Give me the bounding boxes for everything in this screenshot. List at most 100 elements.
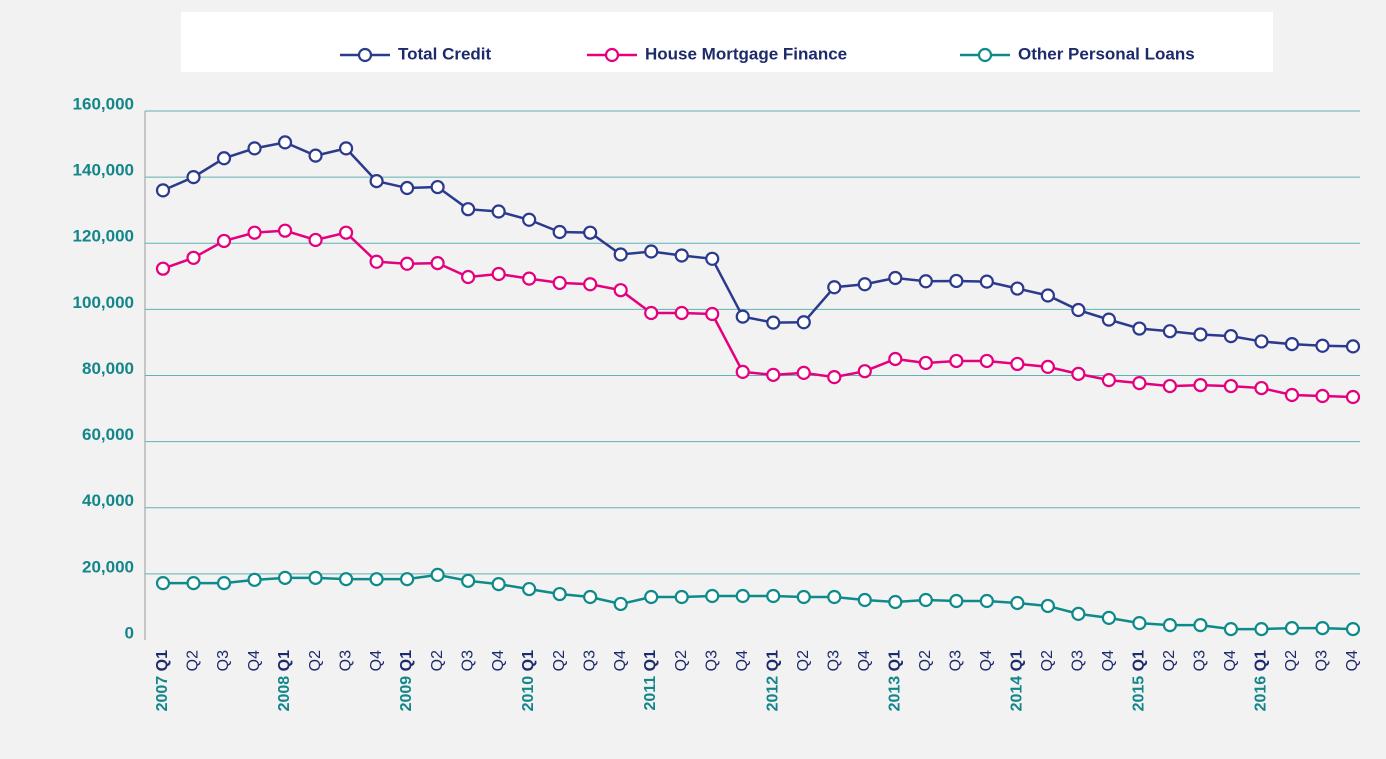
- series-line: [163, 573, 1354, 631]
- year-label: 2016: [1253, 671, 1270, 711]
- data-point: [1101, 312, 1116, 327]
- data-point: [186, 170, 201, 185]
- x-tick-label: Q2: [551, 650, 568, 671]
- year-label: 2011: [642, 671, 659, 710]
- data-point: [644, 305, 659, 321]
- x-tick-label: Q3: [1192, 650, 1209, 671]
- data-point: [338, 141, 354, 156]
- y-tick-label: 20,000: [82, 557, 134, 576]
- data-point: [827, 280, 842, 295]
- x-tick-label: Q2: [1283, 650, 1300, 671]
- y-tick-label: 100,000: [73, 293, 134, 312]
- x-tick-label: Q4: [490, 650, 507, 671]
- legend-label: Total Credit: [398, 44, 492, 63]
- data-point: [186, 576, 201, 591]
- data-point: [1071, 366, 1086, 381]
- data-point: [277, 223, 293, 238]
- data-point: [827, 589, 842, 605]
- quarter-label: Q1: [764, 650, 781, 671]
- x-tick-label: 2007 Q1: [154, 650, 171, 711]
- data-point: [583, 277, 598, 292]
- data-point: [1101, 373, 1116, 388]
- data-point: [247, 572, 262, 587]
- data-point: [1040, 598, 1055, 614]
- x-tick-label: Q2: [917, 650, 934, 671]
- data-point: [979, 353, 994, 369]
- data-point: [1101, 610, 1116, 625]
- x-tick-label: Q2: [1039, 650, 1056, 671]
- data-point: [735, 588, 750, 604]
- data-point: [644, 589, 659, 605]
- y-tick-label: 140,000: [73, 161, 134, 180]
- legend-box: [181, 12, 1273, 72]
- x-tick-label: Q3: [1070, 650, 1087, 671]
- y-tick-label: 160,000: [73, 94, 134, 113]
- data-point: [1254, 380, 1269, 396]
- data-point: [979, 593, 994, 609]
- data-point: [491, 577, 506, 592]
- data-point: [1315, 388, 1330, 404]
- x-tick-label: 2012 Q1: [764, 650, 781, 711]
- data-point: [766, 315, 781, 330]
- data-point: [216, 151, 232, 166]
- data-point: [186, 250, 201, 265]
- year-label: 2015: [1131, 671, 1148, 711]
- data-point: [155, 183, 171, 198]
- data-point: [857, 592, 872, 608]
- x-tick-label: Q3: [826, 650, 843, 671]
- data-point: [552, 586, 567, 602]
- x-tick-label: 2009 Q1: [398, 650, 415, 711]
- data-point: [247, 141, 262, 156]
- data-point: [1284, 387, 1300, 403]
- data-point: [949, 273, 964, 289]
- data-point: [1193, 377, 1208, 393]
- data-point: [461, 269, 476, 285]
- data-point: [522, 581, 537, 597]
- data-point: [766, 588, 781, 604]
- year-label: 2013: [887, 671, 904, 711]
- data-point: [1345, 389, 1361, 405]
- data-point: [491, 204, 506, 219]
- x-tick-label: Q4: [1100, 650, 1117, 671]
- data-point: [1040, 288, 1055, 303]
- data-point: [247, 225, 262, 240]
- data-point: [583, 225, 598, 240]
- data-point: [369, 572, 384, 587]
- year-label: 2010: [520, 671, 537, 711]
- y-tick-label: 40,000: [82, 491, 134, 510]
- data-point: [400, 256, 415, 271]
- data-point: [735, 364, 750, 379]
- data-point: [1162, 618, 1178, 633]
- x-tick-label: 2016 Q1: [1253, 650, 1270, 711]
- x-tick-label: Q2: [795, 650, 812, 671]
- quarter-label: Q1: [1253, 650, 1270, 671]
- year-label: 2012: [764, 671, 781, 711]
- x-tick-label: Q2: [307, 650, 324, 671]
- data-point: [918, 592, 933, 608]
- data-point: [461, 202, 476, 217]
- year-label: 2007: [154, 671, 171, 711]
- y-tick-label: 80,000: [82, 359, 134, 378]
- data-point: [1284, 336, 1300, 352]
- data-point: [1284, 620, 1300, 636]
- data-point: [1223, 621, 1239, 637]
- series-line: [162, 229, 1354, 399]
- x-tick-label: Q3: [459, 650, 476, 671]
- legend-label: Other Personal Loans: [1018, 44, 1195, 63]
- data-point: [430, 255, 445, 271]
- x-tick-label: Q4: [1222, 650, 1239, 671]
- data-point: [1071, 302, 1086, 318]
- x-tick-label: Q3: [703, 650, 720, 671]
- x-tick-label: Q3: [337, 650, 354, 671]
- data-point: [338, 572, 354, 587]
- data-point: [369, 254, 384, 269]
- data-point: [888, 270, 903, 286]
- data-point: [705, 306, 720, 322]
- data-point: [1315, 620, 1330, 636]
- year-label: 2008: [276, 671, 293, 711]
- data-point: [918, 355, 933, 371]
- x-tick-label: Q4: [734, 650, 751, 671]
- x-tick-label: Q4: [246, 650, 263, 671]
- data-point: [888, 351, 903, 367]
- data-point: [155, 261, 171, 276]
